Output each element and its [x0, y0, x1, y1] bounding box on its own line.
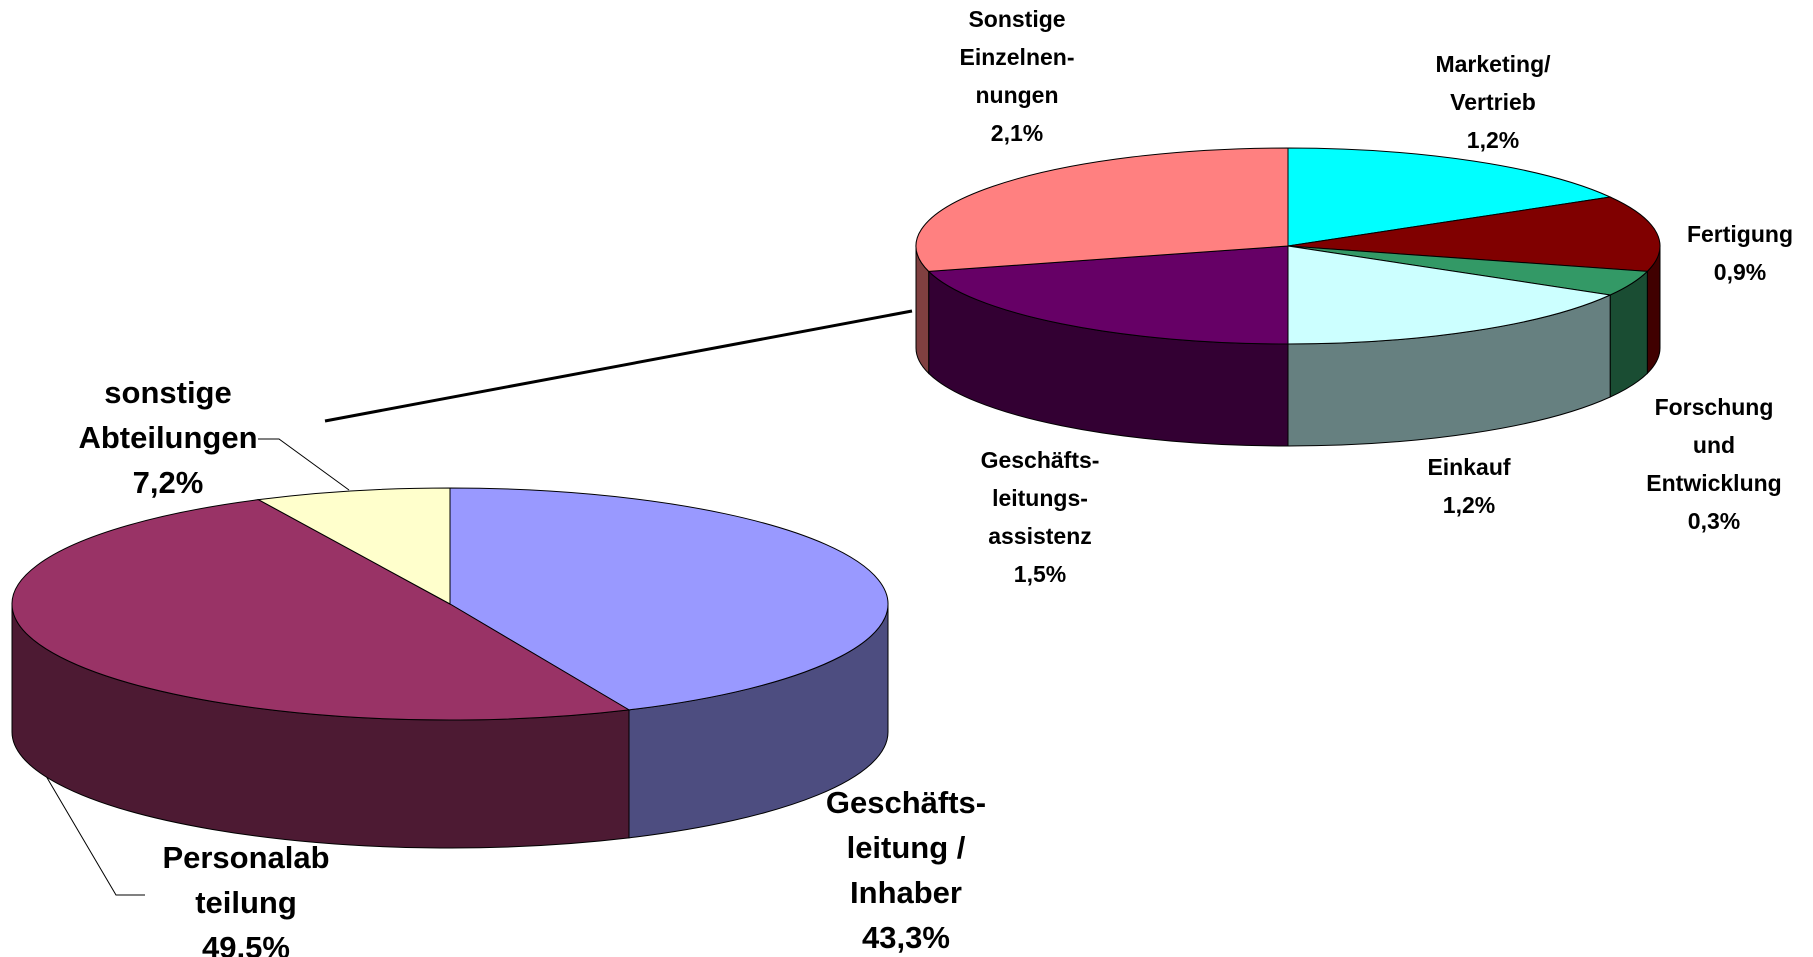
slice [256, 487, 451, 605]
slice-label: Fertigung [1687, 221, 1793, 247]
value-label: 0,3% [1688, 508, 1740, 534]
slice-label: Einzelnen- [959, 44, 1074, 70]
slice [1287, 147, 1612, 247]
value-label: 1,2% [1443, 492, 1495, 518]
slice-label: Sonstige [968, 6, 1065, 32]
value-label: 0,9% [1714, 259, 1766, 285]
value-label: 7,2% [133, 465, 204, 500]
slice-label: sonstige [104, 375, 231, 410]
slice [915, 147, 1289, 272]
slice-label: Inhaber [850, 875, 962, 910]
slice [11, 499, 631, 721]
leader-line [258, 438, 350, 491]
connector-line [324, 309, 913, 423]
slice-label: Vertrieb [1450, 89, 1536, 115]
value-label: 1,2% [1467, 127, 1519, 153]
slice-label: leitungs- [992, 485, 1088, 511]
leader-line [45, 775, 145, 896]
value-label: 1,5% [1014, 561, 1066, 587]
value-label: 2,1% [991, 120, 1043, 146]
slice-label: Geschäfts- [981, 447, 1100, 473]
slice-label: Einkauf [1427, 454, 1510, 480]
slice-label: assistenz [988, 523, 1092, 549]
value-label: 49,5% [202, 930, 290, 957]
slice-label: Forschung [1655, 394, 1774, 420]
slice [1287, 245, 1612, 345]
slice [927, 245, 1289, 345]
slice-label: nungen [975, 82, 1058, 108]
slice-label: Abteilungen [78, 420, 257, 455]
slice-label: Marketing/ [1435, 51, 1551, 77]
slice-label: leitung / [847, 830, 966, 865]
slice-label: Entwicklung [1646, 470, 1781, 496]
slice [1287, 196, 1661, 272]
slice-label: teilung [195, 885, 297, 920]
value-label: 43,3% [862, 920, 950, 955]
slice-label: Personalab [162, 840, 329, 875]
slice-label: und [1693, 432, 1735, 458]
slice [449, 487, 889, 711]
slice-label: Geschäfts- [826, 785, 986, 820]
